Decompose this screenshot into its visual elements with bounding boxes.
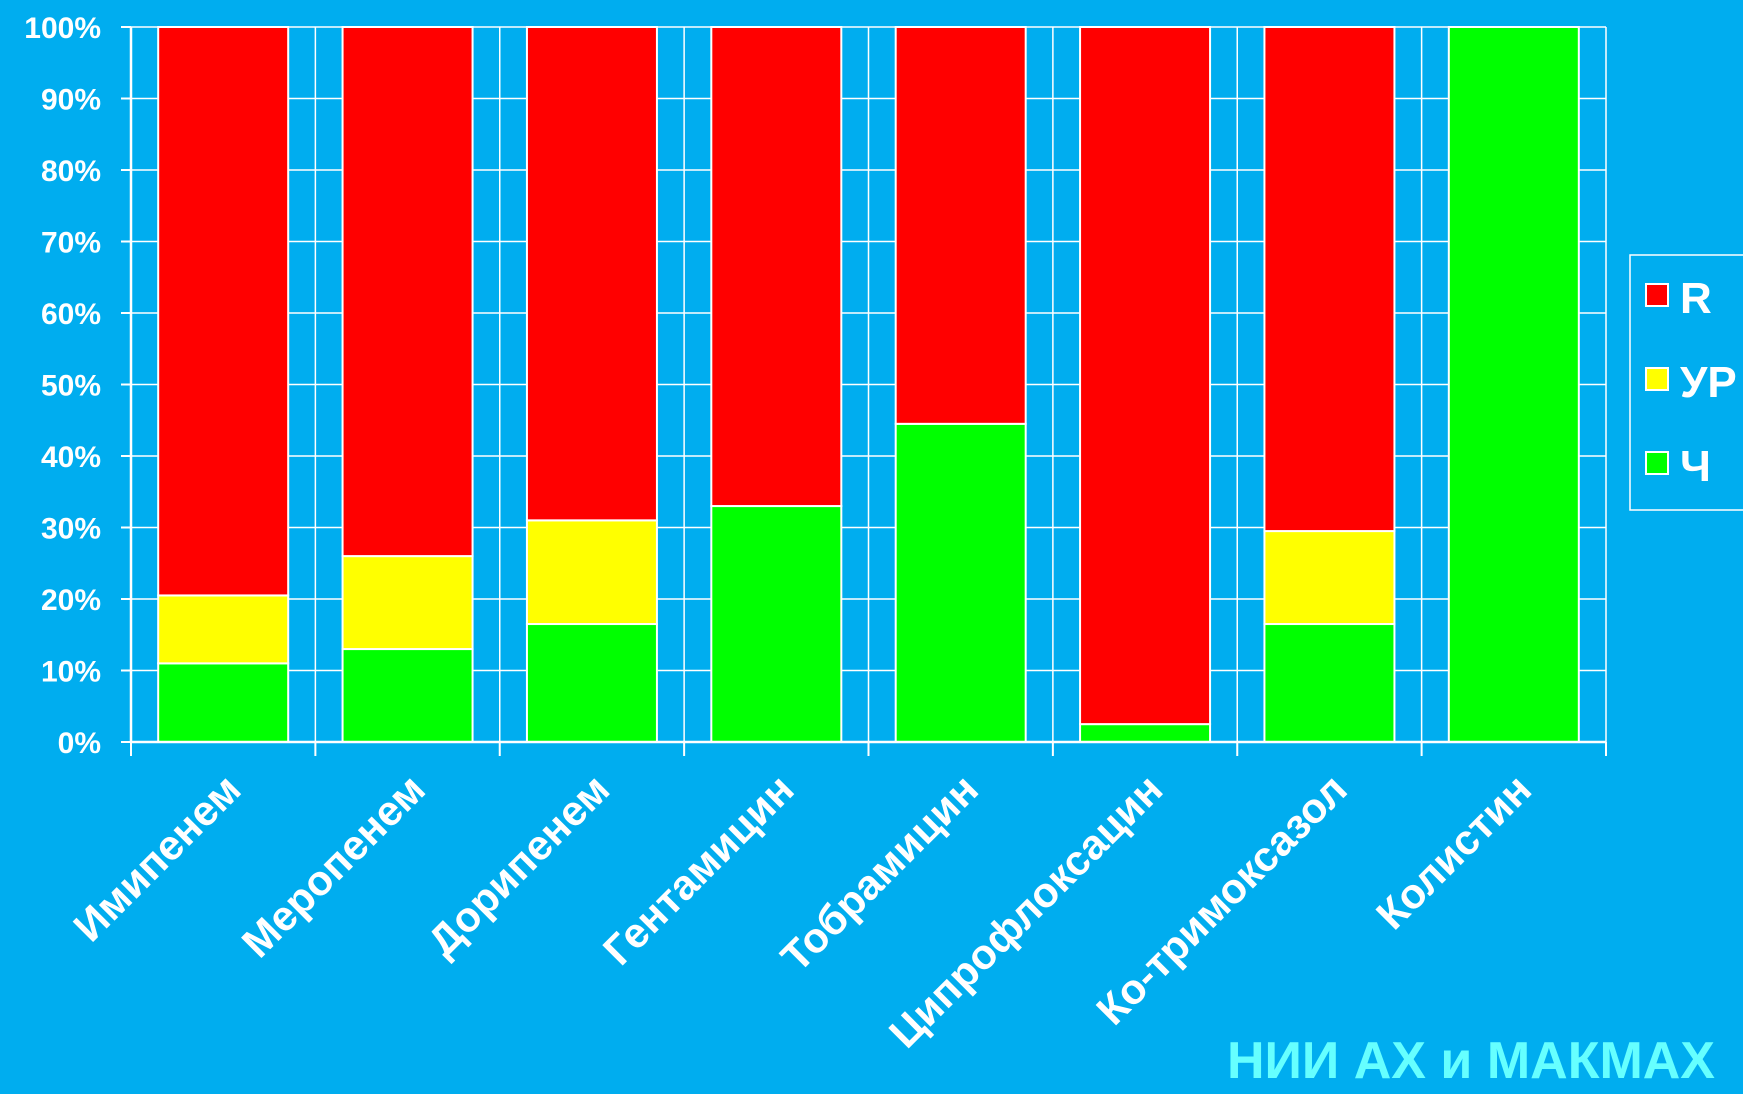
y-tick-label: 80% <box>41 155 101 188</box>
legend: R УР Ч <box>1629 254 1743 511</box>
y-tick-label: 0% <box>58 727 101 760</box>
bar-segment <box>157 662 290 743</box>
bar-segment <box>1263 26 1396 533</box>
legend-swatch <box>1645 367 1669 391</box>
bar-segment <box>525 623 658 744</box>
bar-segment <box>710 505 843 743</box>
y-tick-label: 20% <box>41 584 101 617</box>
bar-segment <box>1079 723 1212 743</box>
x-category-label: Дорипенем <box>419 765 619 965</box>
bar-segment <box>894 422 1027 743</box>
y-tick-label: 10% <box>41 656 101 689</box>
bar-segment <box>525 26 658 522</box>
legend-label: УР <box>1680 358 1737 407</box>
x-category-labels: ИмипенемМеропенемДорипенемГентамицинТобр… <box>64 765 1540 1057</box>
bar-segment <box>894 26 1027 425</box>
legend-label: Ч <box>1680 442 1711 491</box>
y-tick-label: 40% <box>41 441 101 474</box>
y-tick-label: 50% <box>41 370 101 403</box>
y-tick-label: 90% <box>41 84 101 117</box>
legend-box <box>1629 254 1743 511</box>
y-tick-label: 100% <box>24 12 101 45</box>
legend-label: R <box>1680 274 1712 323</box>
y-tick-label: 70% <box>41 227 101 260</box>
legend-swatch <box>1645 451 1669 475</box>
x-category-label: Имипенем <box>64 765 249 950</box>
axes <box>121 26 1607 756</box>
bar-segment <box>341 26 474 558</box>
bar-segment <box>157 594 290 665</box>
bar-segment <box>1263 623 1396 744</box>
bar-segment <box>157 26 290 597</box>
y-tick-label: 60% <box>41 298 101 331</box>
y-tick-label: 30% <box>41 513 101 546</box>
bar-segment <box>341 648 474 743</box>
bar-segment <box>1447 26 1580 743</box>
x-category-label: Меропенем <box>233 765 434 966</box>
bar-segment <box>1079 26 1212 726</box>
bar-segment <box>525 519 658 626</box>
y-tick-labels: 0% 10% 20% 30% 40% 50% 60% 70% 80% 90% 100% <box>24 12 101 760</box>
bar-segment <box>710 26 843 508</box>
bar-segment <box>1263 530 1396 626</box>
bar-segment <box>341 555 474 651</box>
legend-swatch <box>1645 283 1669 307</box>
x-category-label: Гентамицин <box>594 765 803 974</box>
watermark-text: НИИ АХ и МАКМАХ <box>1227 1032 1715 1090</box>
bars <box>157 26 1580 744</box>
x-category-label: Колистин <box>1367 765 1540 938</box>
